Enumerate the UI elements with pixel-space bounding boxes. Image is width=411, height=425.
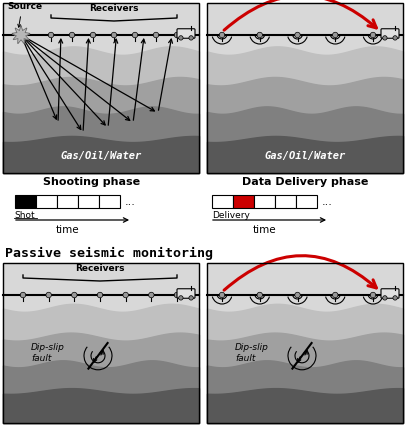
Circle shape <box>132 32 138 38</box>
Circle shape <box>332 32 338 38</box>
Circle shape <box>179 36 183 40</box>
Circle shape <box>219 292 225 298</box>
Bar <box>207 263 403 423</box>
Circle shape <box>257 32 263 38</box>
Circle shape <box>111 32 117 38</box>
Circle shape <box>72 292 77 298</box>
Circle shape <box>149 292 154 298</box>
Circle shape <box>383 296 387 300</box>
Polygon shape <box>12 26 30 43</box>
Circle shape <box>332 292 338 298</box>
Text: time: time <box>253 225 276 235</box>
Bar <box>99 195 120 207</box>
Text: Source: Source <box>7 2 42 11</box>
Circle shape <box>153 32 159 38</box>
Circle shape <box>69 32 75 38</box>
Circle shape <box>174 32 180 38</box>
Circle shape <box>90 32 96 38</box>
Circle shape <box>189 36 193 40</box>
Polygon shape <box>12 26 30 43</box>
Bar <box>15 195 36 207</box>
Circle shape <box>257 292 263 298</box>
Circle shape <box>370 292 376 298</box>
Text: Shot: Shot <box>14 210 35 219</box>
Bar <box>275 195 296 207</box>
Circle shape <box>189 296 193 300</box>
Text: time: time <box>55 225 79 235</box>
Bar <box>233 195 254 207</box>
Bar <box>3 3 199 173</box>
Circle shape <box>393 36 397 40</box>
Bar <box>57 195 78 207</box>
Circle shape <box>370 32 376 38</box>
Text: Delivery: Delivery <box>212 210 250 219</box>
Bar <box>36 195 57 207</box>
Bar <box>78 195 99 207</box>
Text: Receivers: Receivers <box>89 4 139 13</box>
Circle shape <box>295 32 300 38</box>
Text: Passive seismic monitoring: Passive seismic monitoring <box>5 247 213 260</box>
Text: Dip-slip
fault: Dip-slip fault <box>31 343 65 363</box>
FancyBboxPatch shape <box>177 29 195 38</box>
Circle shape <box>46 292 51 298</box>
Text: Dip-slip
fault: Dip-slip fault <box>235 343 269 363</box>
Circle shape <box>123 292 128 298</box>
FancyBboxPatch shape <box>381 29 399 38</box>
Text: Gas/Oil/Water: Gas/Oil/Water <box>60 151 142 161</box>
Circle shape <box>20 292 26 298</box>
Text: ...: ... <box>125 197 136 207</box>
Text: ...: ... <box>322 197 333 207</box>
Bar <box>296 195 317 207</box>
Circle shape <box>179 296 183 300</box>
Circle shape <box>393 296 397 300</box>
Circle shape <box>48 32 54 38</box>
Bar <box>212 195 233 207</box>
Bar <box>207 3 403 173</box>
Circle shape <box>383 36 387 40</box>
FancyBboxPatch shape <box>177 289 195 298</box>
Text: Receivers: Receivers <box>75 264 125 273</box>
Circle shape <box>97 292 103 298</box>
Bar <box>3 263 199 423</box>
Circle shape <box>174 292 180 298</box>
Bar <box>254 195 275 207</box>
Circle shape <box>219 32 225 38</box>
FancyBboxPatch shape <box>381 289 399 298</box>
Circle shape <box>295 292 300 298</box>
Text: Data Delivery phase: Data Delivery phase <box>242 177 368 187</box>
Text: Shooting phase: Shooting phase <box>43 177 140 187</box>
Text: Gas/Oil/Water: Gas/Oil/Water <box>264 151 346 161</box>
